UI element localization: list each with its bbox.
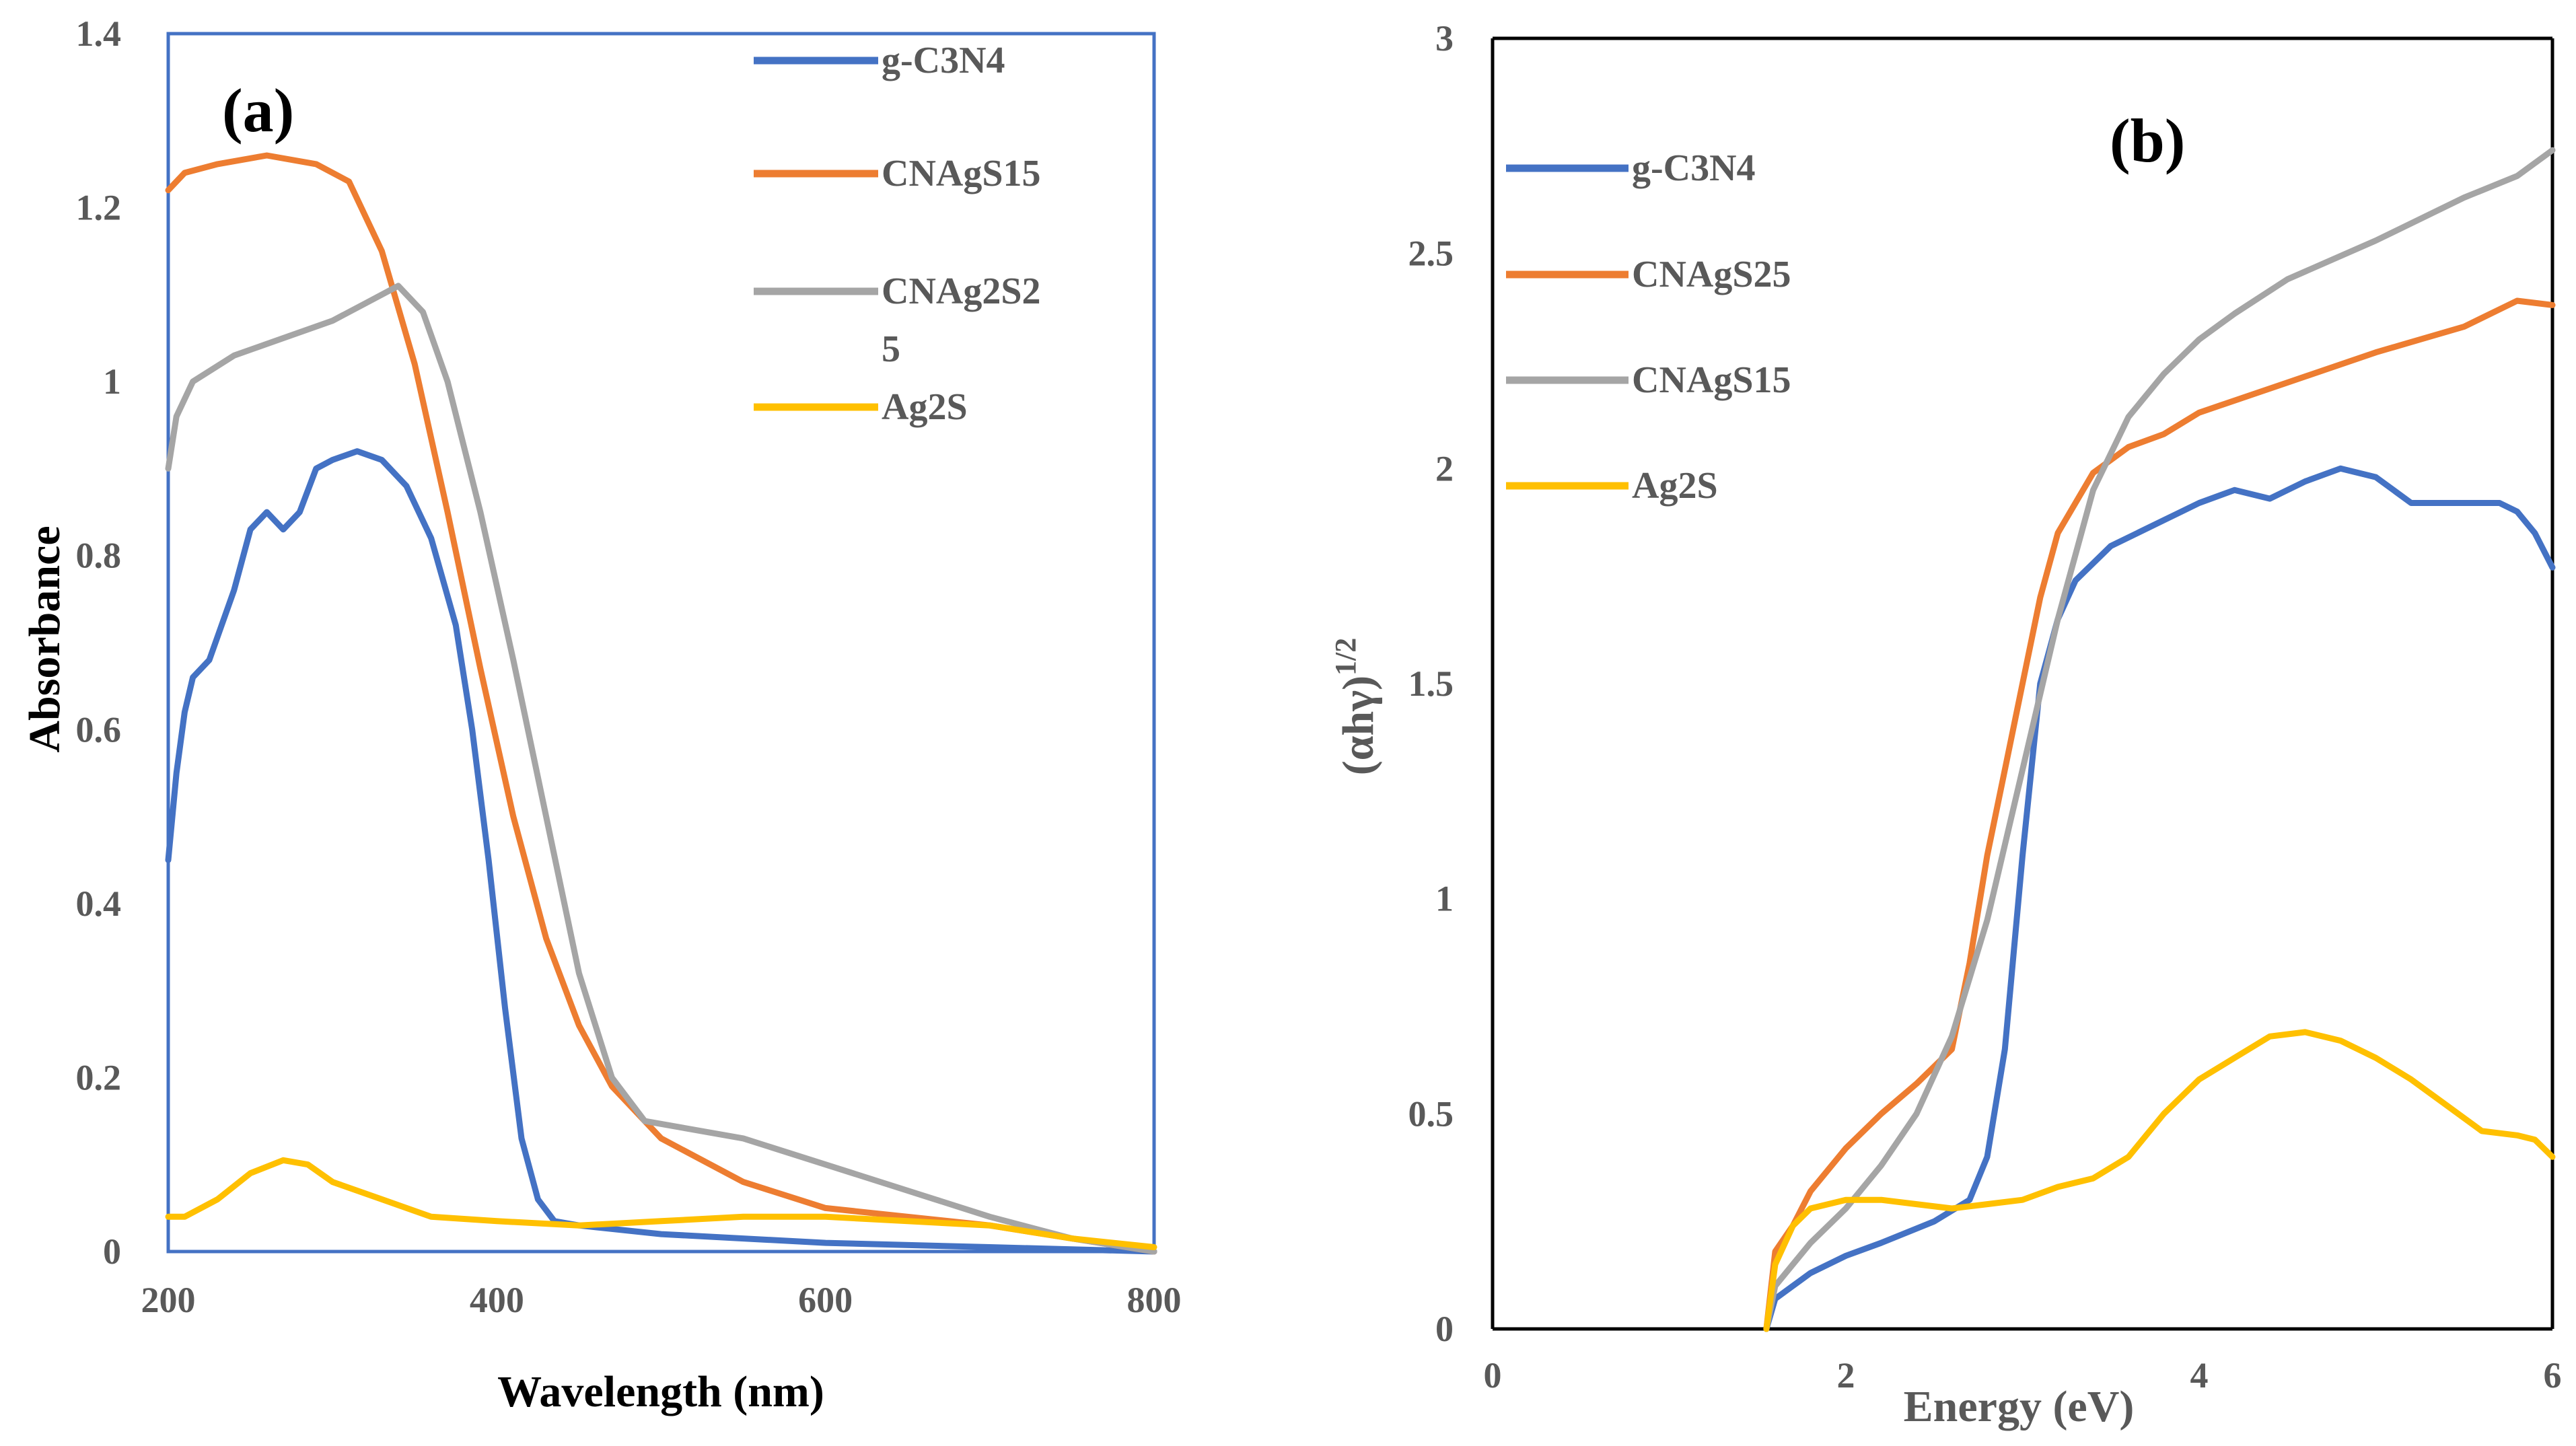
panel-a-series (165, 152, 1157, 1255)
panel-b: 0 0.5 1 1.5 2 2.5 3 0 2 4 6 (b) Energy (eV) (αhγ)… (1329, 18, 2562, 1431)
panel-a-y-tick-label: 1.4 (76, 13, 122, 54)
panel-b-legend: g-C3N4 CNAgS25 CNAgS15 Ag2S (1506, 147, 1791, 507)
panel-a-legend-label-cnag2s25: CNAg2S2 (882, 270, 1040, 312)
panel-b-label: (b) (2110, 106, 2185, 175)
panel-a-plot-frame (166, 32, 1156, 1254)
panel-b-x-tick-label: 0 (1484, 1355, 1502, 1396)
panel-b-series-line-cnags15 (1763, 147, 2556, 1332)
panel-a-y-tick-label: 0.6 (76, 709, 122, 750)
panel-a-legend-label-cnag2s25-wrap: 5 (882, 328, 900, 370)
panel-b-y-axis-title: (αhγ)1/2 (1329, 638, 1383, 776)
panel-a-series-line-cnag2s25 (165, 283, 1157, 1255)
panel-b-series-line-cnags25 (1763, 297, 2556, 1332)
panel-a-legend: g-C3N4 CNAgS15 CNAg2S2 5 Ag2S (754, 40, 1040, 428)
panel-b-y-axis-title-superscript: 1/2 (1329, 638, 1362, 676)
panel-b-legend-label-cnags15: CNAgS15 (1632, 359, 1791, 401)
panel-a-y-axis-title: Absorbance (20, 526, 69, 752)
panel-a-series-line-cnags15 (165, 152, 1157, 1255)
panel-a-y-tick-label: 0.8 (76, 536, 122, 576)
panel-b-x-axis-title: Energy (eV) (1904, 1382, 2135, 1431)
panel-b-y-tick-label: 3 (1435, 18, 1454, 59)
panel-a-legend-label-ag2s: Ag2S (882, 386, 968, 428)
panel-a-y-tick-labels: 0 0.2 0.4 0.6 0.8 1 1.2 1.4 (76, 13, 122, 1272)
panel-b-y-tick-label: 1.5 (1408, 663, 1454, 704)
panel-a-x-tick-label: 800 (1127, 1280, 1182, 1320)
panel-b-y-tick-label: 2.5 (1408, 233, 1454, 274)
panel-b-y-tick-label: 2 (1435, 448, 1454, 489)
panel-b-x-tick-label: 2 (1837, 1355, 1855, 1396)
panel-b-x-tick-label: 6 (2544, 1355, 2562, 1396)
panel-a-y-tick-label: 0.2 (76, 1057, 122, 1097)
panel-a-legend-label-gc3n4: g-C3N4 (882, 40, 1005, 81)
panel-b-y-tick-labels: 0 0.5 1 1.5 2 2.5 3 (1408, 18, 1454, 1349)
panel-b-x-tick-label: 4 (2190, 1355, 2209, 1396)
panel-b-legend-label-cnags25: CNAgS25 (1632, 254, 1791, 295)
panel-b-x-tick-labels: 0 2 4 6 (1484, 1355, 2562, 1396)
panel-a-x-tick-labels: 200 400 600 800 (141, 1280, 1182, 1320)
panel-b-series-line-ag2s (1763, 1029, 2556, 1332)
panel-b-series-line-gc3n4 (1763, 465, 2556, 1332)
panel-a-x-tick-label: 400 (470, 1280, 524, 1320)
panel-a-x-tick-label: 600 (798, 1280, 853, 1320)
panel-a-x-tick-label: 200 (141, 1280, 196, 1320)
panel-b-y-tick-label: 1 (1435, 879, 1454, 919)
panel-a-x-axis-title: Wavelength (nm) (497, 1367, 824, 1416)
panel-a-label: (a) (222, 76, 294, 145)
panel-a-y-tick-label: 1 (103, 361, 121, 402)
panel-b-y-tick-label: 0 (1435, 1309, 1454, 1349)
panel-b-legend-label-ag2s: Ag2S (1632, 465, 1718, 507)
panel-a-y-tick-label: 0 (103, 1231, 121, 1272)
panel-b-legend-label-gc3n4: g-C3N4 (1632, 147, 1756, 189)
panel-a-series-line-ag2s (165, 1157, 1157, 1250)
panel-b-series (1763, 147, 2556, 1332)
panel-b-y-tick-label: 0.5 (1408, 1093, 1454, 1134)
panel-a-y-tick-label: 1.2 (76, 188, 122, 228)
panel-b-y-axis-title-base: (αhγ) (1334, 676, 1383, 775)
panel-a: 0 0.2 0.4 0.6 0.8 1 1.2 1.4 200 400 600 800 (a) Wa… (20, 13, 1182, 1416)
panel-a-legend-label-cnags15: CNAgS15 (882, 153, 1040, 194)
panel-a-y-tick-label: 0.4 (76, 883, 122, 924)
panel-a-series-line-gc3n4 (165, 448, 1157, 1255)
